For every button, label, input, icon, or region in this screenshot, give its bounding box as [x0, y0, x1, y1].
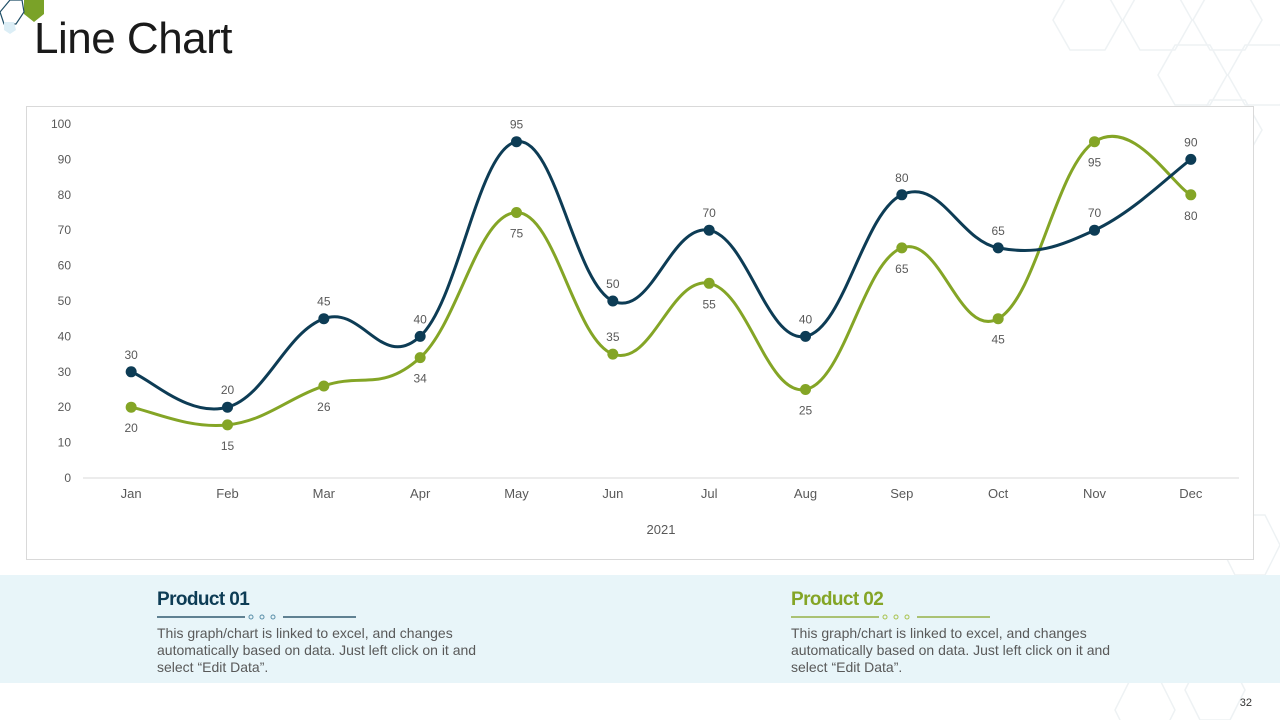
line-chart: 0 10 20 30 40 50 60 70 80 90 100 Jan Feb Mar Apr May Jun…	[51, 117, 1239, 537]
y-tick-label: 40	[58, 329, 72, 343]
x-tick-label: Dec	[1179, 486, 1203, 501]
data-label: 65	[991, 224, 1005, 238]
data-point	[992, 313, 1004, 325]
y-tick-label: 90	[58, 152, 72, 166]
data-label: 34	[413, 372, 427, 386]
product-02-title-number: 02	[863, 589, 884, 610]
y-tick-label: 80	[58, 188, 72, 202]
x-tick-label: Jan	[121, 486, 142, 501]
product-01-title: Product 01	[157, 589, 487, 611]
product-02-title: Product 02	[791, 589, 1121, 611]
data-point	[414, 352, 426, 364]
data-point	[414, 330, 426, 342]
product-01-description: This graph/chart is linked to excel, and…	[157, 625, 477, 675]
data-label: 35	[606, 330, 620, 344]
data-point	[318, 313, 330, 325]
x-tick-label: May	[504, 486, 529, 501]
series-line	[130, 140, 1192, 411]
data-label: 75	[510, 227, 524, 241]
x-tick-label: Sep	[890, 486, 913, 501]
product-01-title-number: 01	[229, 589, 250, 610]
data-label: 26	[317, 400, 331, 414]
data-point	[222, 419, 233, 431]
data-label: 40	[413, 312, 427, 326]
data-point	[896, 242, 908, 254]
chart-area: 0 10 20 30 40 50 60 70 80 90 100 Jan Feb Mar Apr May Jun…	[26, 106, 1254, 560]
data-label: 45	[991, 333, 1005, 347]
x-tick-label: Jul	[701, 486, 718, 501]
y-tick-label: 50	[58, 294, 72, 308]
data-point	[125, 366, 137, 378]
data-point	[607, 348, 619, 360]
data-label: 20	[221, 383, 235, 397]
data-point	[992, 242, 1004, 254]
data-label: 25	[799, 404, 813, 418]
y-tick-label: 60	[58, 259, 72, 273]
product-02-divider	[791, 614, 990, 620]
page-number: 32	[1239, 697, 1252, 709]
data-point	[125, 401, 137, 413]
data-point	[511, 136, 522, 148]
product-01-title-word: Product	[157, 589, 225, 610]
data-point	[318, 380, 330, 392]
data-label: 70	[702, 206, 716, 220]
data-label: 20	[124, 421, 138, 435]
data-label: 80	[895, 171, 909, 185]
data-point	[511, 207, 522, 218]
data-label: 40	[799, 312, 813, 326]
x-tick-label: Nov	[1083, 486, 1107, 501]
x-tick-label: Apr	[410, 486, 431, 501]
data-point	[222, 401, 233, 413]
series-line	[130, 134, 1192, 428]
data-label: 55	[702, 297, 716, 311]
data-label: 70	[1088, 206, 1102, 220]
data-label: 50	[606, 277, 620, 291]
y-tick-label: 70	[58, 223, 72, 237]
data-point	[703, 224, 715, 236]
y-tick-label: 10	[58, 436, 72, 450]
product-02-description: This graph/chart is linked to excel, and…	[791, 625, 1111, 675]
product-02-title-word: Product	[791, 589, 859, 610]
x-tick-label: Feb	[216, 486, 238, 501]
product-01-block: Product 01 This graph/chart is linked to…	[157, 589, 487, 676]
y-tick-label: 100	[51, 117, 71, 131]
y-tick-label: 0	[64, 471, 71, 485]
data-label: 80	[1184, 209, 1198, 223]
product-01-divider	[157, 614, 356, 620]
data-point	[1089, 224, 1100, 236]
data-point	[1185, 153, 1197, 165]
data-label: 95	[510, 118, 524, 132]
data-label: 15	[221, 439, 235, 453]
data-point	[1089, 136, 1100, 148]
data-label: 95	[1088, 156, 1102, 170]
data-point	[703, 277, 715, 289]
y-tick-label: 30	[58, 365, 72, 379]
x-tick-label: Mar	[313, 486, 336, 501]
data-point	[800, 330, 811, 342]
data-label: 90	[1184, 135, 1198, 149]
x-tick-label: Aug	[794, 486, 817, 501]
x-axis-title: 2021	[647, 522, 676, 537]
data-point	[1185, 189, 1197, 201]
data-point	[607, 295, 619, 307]
x-tick-label: Jun	[602, 486, 623, 501]
product-info-band	[0, 575, 1280, 683]
y-tick-label: 20	[58, 400, 72, 414]
data-label: 65	[895, 262, 909, 276]
data-label: 30	[124, 348, 138, 362]
data-label: 45	[317, 295, 331, 309]
data-point	[800, 384, 811, 395]
hexagon-logo-icon	[0, 0, 44, 34]
x-tick-label: Oct	[988, 486, 1009, 501]
data-point	[896, 189, 908, 201]
page-title: Line Chart	[34, 14, 233, 63]
product-02-block: Product 02 This graph/chart is linked to…	[791, 589, 1121, 676]
